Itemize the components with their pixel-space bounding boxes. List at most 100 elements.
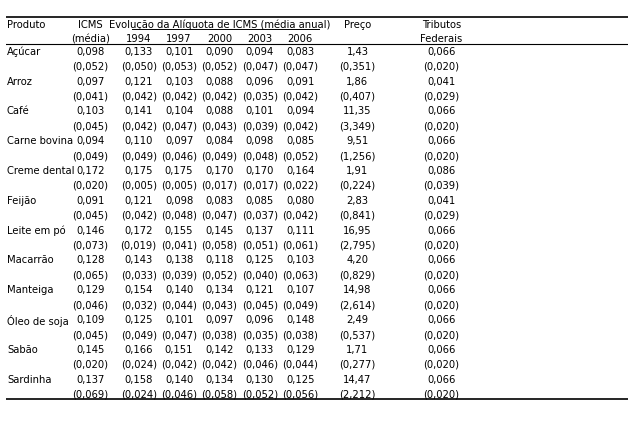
Text: (0,020): (0,020) (424, 360, 459, 370)
Text: 0,066: 0,066 (427, 136, 455, 146)
Text: 0,170: 0,170 (245, 166, 274, 176)
Text: (0,351): (0,351) (339, 62, 375, 71)
Text: (0,039): (0,039) (424, 181, 459, 191)
Text: 0,090: 0,090 (205, 47, 233, 57)
Text: 0,172: 0,172 (124, 226, 153, 235)
Text: (0,005): (0,005) (161, 181, 197, 191)
Text: (0,047): (0,047) (161, 121, 197, 131)
Text: 0,066: 0,066 (427, 106, 455, 116)
Text: (0,048): (0,048) (242, 151, 278, 161)
Text: (0,052): (0,052) (202, 270, 238, 280)
Text: 0,084: 0,084 (205, 136, 233, 146)
Text: (0,022): (0,022) (282, 181, 318, 191)
Text: (0,277): (0,277) (339, 360, 375, 370)
Text: 0,121: 0,121 (245, 285, 274, 295)
Text: (0,063): (0,063) (282, 270, 318, 280)
Text: (0,041): (0,041) (161, 240, 197, 250)
Text: 4,20: 4,20 (346, 255, 368, 265)
Text: (2,614): (2,614) (339, 300, 375, 310)
Text: 16,95: 16,95 (343, 226, 372, 235)
Text: 11,35: 11,35 (343, 106, 372, 116)
Text: 2,83: 2,83 (346, 196, 368, 206)
Text: (0,841): (0,841) (339, 211, 375, 221)
Text: 0,130: 0,130 (246, 375, 274, 385)
Text: (0,020): (0,020) (72, 360, 108, 370)
Text: (0,042): (0,042) (161, 360, 197, 370)
Text: (0,020): (0,020) (424, 270, 459, 280)
Text: (2,795): (2,795) (339, 240, 375, 250)
Text: 0,088: 0,088 (205, 77, 233, 86)
Text: (0,020): (0,020) (424, 151, 459, 161)
Text: (0,224): (0,224) (339, 181, 375, 191)
Text: 0,091: 0,091 (286, 77, 314, 86)
Text: (0,019): (0,019) (120, 240, 157, 250)
Text: 0,110: 0,110 (124, 136, 153, 146)
Text: 1,71: 1,71 (346, 345, 368, 355)
Text: (0,046): (0,046) (161, 151, 197, 161)
Text: (0,042): (0,042) (202, 91, 238, 101)
Text: Tributos: Tributos (422, 19, 461, 30)
Text: 0,083: 0,083 (286, 47, 314, 57)
Text: 0,118: 0,118 (205, 255, 234, 265)
Text: (0,051): (0,051) (242, 240, 278, 250)
Text: (0,044): (0,044) (282, 360, 318, 370)
Text: (0,039): (0,039) (161, 270, 197, 280)
Text: 0,098: 0,098 (165, 196, 193, 206)
Text: 0,138: 0,138 (165, 255, 193, 265)
Text: 14,47: 14,47 (343, 375, 372, 385)
Text: (0,029): (0,029) (424, 211, 459, 221)
Text: 0,140: 0,140 (165, 375, 193, 385)
Text: Carne bovina: Carne bovina (7, 136, 73, 146)
Text: (0,042): (0,042) (161, 91, 197, 101)
Text: 0,170: 0,170 (205, 166, 234, 176)
Text: Produto: Produto (7, 19, 46, 30)
Text: 2000: 2000 (207, 34, 232, 45)
Text: (0,046): (0,046) (161, 390, 197, 400)
Text: 14,98: 14,98 (343, 285, 372, 295)
Text: (0,020): (0,020) (424, 300, 459, 310)
Text: 0,145: 0,145 (76, 345, 105, 355)
Text: 0,158: 0,158 (124, 375, 153, 385)
Text: (0,407): (0,407) (339, 91, 375, 101)
Text: 0,137: 0,137 (76, 375, 105, 385)
Text: 0,101: 0,101 (165, 47, 193, 57)
Text: (0,042): (0,042) (282, 121, 318, 131)
Text: 0,121: 0,121 (124, 196, 153, 206)
Text: (0,045): (0,045) (72, 121, 108, 131)
Text: (0,042): (0,042) (120, 211, 157, 221)
Text: 0,080: 0,080 (286, 196, 314, 206)
Text: 0,146: 0,146 (76, 226, 105, 235)
Text: (0,043): (0,043) (202, 121, 237, 131)
Text: 0,148: 0,148 (286, 315, 314, 325)
Text: 0,166: 0,166 (124, 345, 153, 355)
Text: 0,066: 0,066 (427, 47, 455, 57)
Text: (0,061): (0,061) (282, 240, 318, 250)
Text: 0,094: 0,094 (76, 136, 105, 146)
Text: 0,103: 0,103 (76, 106, 105, 116)
Text: 0,175: 0,175 (165, 166, 193, 176)
Text: (0,052): (0,052) (282, 151, 318, 161)
Text: 0,107: 0,107 (286, 285, 314, 295)
Text: 0,134: 0,134 (205, 375, 233, 385)
Text: 0,143: 0,143 (124, 255, 153, 265)
Text: 0,041: 0,041 (427, 77, 455, 86)
Text: (0,020): (0,020) (424, 390, 459, 400)
Text: 0,096: 0,096 (245, 315, 274, 325)
Text: 0,098: 0,098 (76, 47, 105, 57)
Text: 0,098: 0,098 (246, 136, 274, 146)
Text: 9,51: 9,51 (346, 136, 368, 146)
Text: (0,829): (0,829) (339, 270, 375, 280)
Text: 0,088: 0,088 (205, 106, 233, 116)
Text: 0,085: 0,085 (286, 136, 314, 146)
Text: 0,109: 0,109 (76, 315, 105, 325)
Text: 1,91: 1,91 (346, 166, 368, 176)
Text: (0,049): (0,049) (120, 330, 157, 340)
Text: (0,042): (0,042) (282, 211, 318, 221)
Text: 0,096: 0,096 (245, 77, 274, 86)
Text: (0,020): (0,020) (424, 330, 459, 340)
Text: (1,256): (1,256) (339, 151, 375, 161)
Text: 0,164: 0,164 (286, 166, 314, 176)
Text: 0,083: 0,083 (205, 196, 233, 206)
Text: 0,103: 0,103 (165, 77, 193, 86)
Text: (0,043): (0,043) (202, 300, 237, 310)
